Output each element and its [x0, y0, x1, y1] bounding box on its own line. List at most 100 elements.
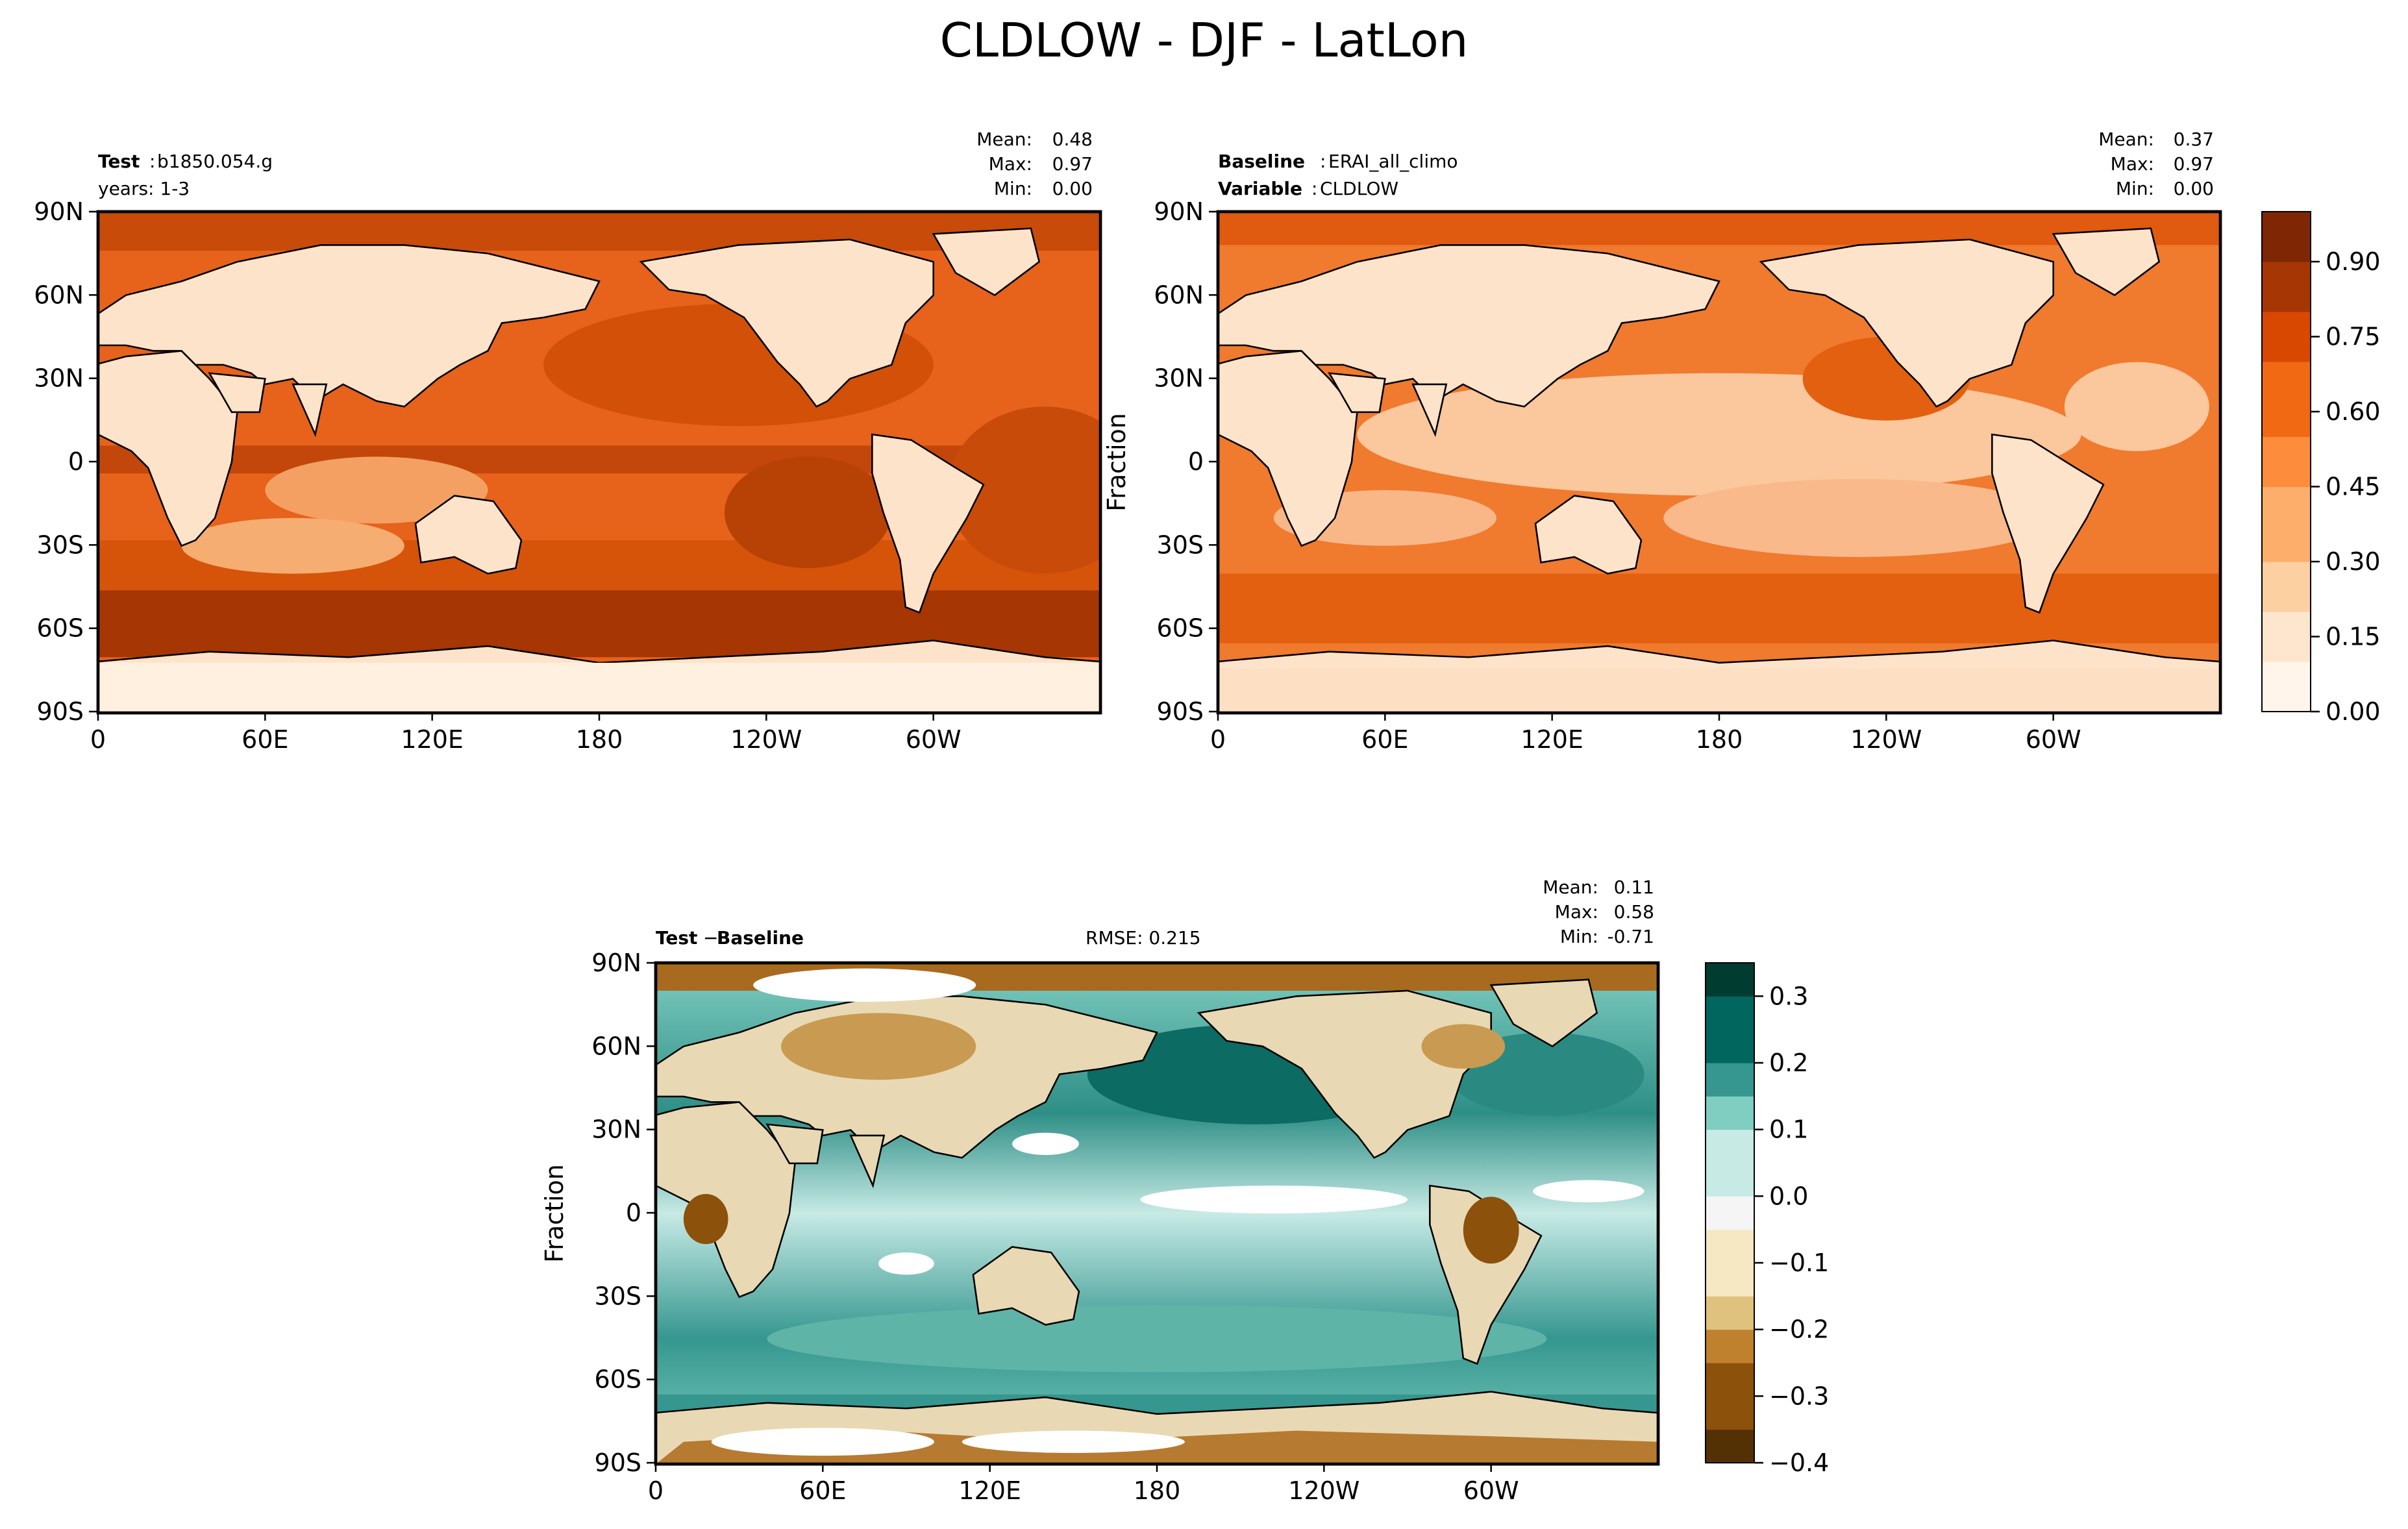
test-mean-value: 0.48 — [1052, 129, 1093, 150]
colorbar-block — [1706, 1196, 1754, 1230]
panel-test: Test : b1850.054.g years: 1-3 Mean: 0.48… — [34, 129, 1102, 754]
test-label-bold: Test — [98, 151, 140, 172]
lon-tick-label: 180 — [1134, 1476, 1181, 1505]
baseline-label-bold: Baseline — [1218, 151, 1305, 172]
colorbar-block — [1706, 1429, 1754, 1463]
colorbar-sequential: 0.00 0.15 0.30 0.45 0.60 0.75 0.90 — [2261, 211, 2381, 726]
test-max-label: Max: — [989, 153, 1032, 175]
lon-tick-label: 120W — [730, 725, 802, 754]
baseline-min-value: 0.00 — [2174, 178, 2214, 199]
test-max-value: 0.97 — [1052, 153, 1093, 175]
lon-tick-label: 60E — [1361, 725, 1408, 754]
colorbar-block — [2262, 586, 2311, 612]
figure-title: CLDLOW - DJF - LatLon — [939, 13, 1469, 68]
lat-tick-label: 90N — [34, 197, 84, 226]
test-min-value: 0.00 — [1052, 178, 1093, 199]
lon-tick-label: 120E — [401, 725, 464, 754]
colorbar-tick-label: 0.1 — [1769, 1115, 1808, 1144]
diff-max-label: Max: — [1555, 901, 1598, 923]
lon-tick-label: 60W — [2026, 725, 2081, 754]
diff-max-value: 0.58 — [1614, 901, 1654, 923]
colorbar-tick-label: 0.3 — [1769, 982, 1808, 1010]
colorbar-block — [2262, 462, 2311, 487]
diff-min-label: Min: — [1560, 926, 1598, 947]
colorbar-block — [2262, 386, 2311, 412]
lat-tick-label: 0 — [626, 1199, 641, 1227]
diff-label-op: − — [703, 927, 718, 949]
baseline-max-label: Max: — [2111, 153, 2154, 175]
colorbar-block — [1706, 1229, 1754, 1263]
lat-tick-label: 30N — [1154, 364, 1204, 393]
lat-tick-label: 30S — [595, 1282, 641, 1310]
baseline-ylabel: Fraction — [1102, 413, 1131, 512]
lat-tick-label: 90N — [1154, 197, 1204, 226]
colorbar-tick-label: 0.60 — [2326, 397, 2381, 426]
colorbar-block — [2262, 286, 2311, 312]
baseline-max-value: 0.97 — [2174, 153, 2214, 175]
test-label-sep: : — [149, 151, 155, 172]
colorbar-block — [2262, 612, 2311, 637]
lat-tick-label: 30N — [34, 364, 84, 393]
colorbar-tick-label: 0.90 — [2326, 247, 2381, 276]
colorbar-block — [2262, 412, 2311, 437]
colorbar-block — [1706, 1029, 1754, 1063]
colorbar-block — [2262, 662, 2311, 687]
colorbar-block — [1706, 1063, 1754, 1097]
lat-tick-label: 0 — [1188, 447, 1204, 476]
lat-tick-label: 30S — [37, 530, 84, 559]
colorbar-tick-label: 0.15 — [2326, 623, 2381, 651]
baseline-label-value: ERAI_all_climo — [1328, 151, 1458, 172]
lon-tick-label: 0 — [648, 1476, 664, 1505]
colorbar-tick-label: −0.1 — [1769, 1249, 1829, 1277]
lon-tick-label: 0 — [90, 725, 106, 754]
diff-ylabel: Fraction — [540, 1164, 569, 1263]
colorbar-tick-label: 0.2 — [1769, 1049, 1808, 1077]
colorbar-block — [1706, 1163, 1754, 1197]
colorbar-block — [2262, 636, 2311, 662]
lat-tick-label: 60N — [591, 1032, 641, 1060]
test-min-label: Min: — [994, 178, 1032, 199]
baseline-mean-label: Mean: — [2098, 129, 2154, 150]
lon-tick-label: 120W — [1850, 725, 1922, 754]
test-label-value: b1850.054.g — [157, 151, 273, 172]
colorbar-block — [2262, 536, 2311, 562]
lat-tick-label: 90S — [37, 697, 84, 726]
lon-tick-label: 60W — [1463, 1476, 1519, 1505]
lat-tick-label: 60N — [34, 280, 84, 309]
lat-tick-label: 90N — [591, 949, 641, 977]
colorbar-block — [1706, 1096, 1754, 1130]
colorbar-block — [1706, 1363, 1754, 1397]
colorbar-diverging: 0.3 0.2 0.1 0.0 −0.1 −0.2 −0.3 −0.4 — [1705, 962, 1829, 1477]
lon-tick-label: 180 — [576, 725, 623, 754]
baseline-min-label: Min: — [2116, 178, 2154, 199]
colorbar-tick-label: −0.4 — [1769, 1448, 1829, 1477]
baseline-mean-value: 0.37 — [2174, 129, 2214, 150]
colorbar-block — [2262, 262, 2311, 287]
diff-label-a: Test — [656, 927, 697, 949]
lat-tick-label: 60N — [1154, 280, 1204, 309]
lat-tick-label: 90S — [595, 1448, 641, 1477]
lat-tick-label: 60S — [1157, 614, 1204, 643]
diff-min-value: -0.71 — [1607, 926, 1654, 947]
lat-tick-label: 60S — [595, 1365, 641, 1394]
panel-baseline: Baseline : ERAI_all_climo Variable : CLD… — [1102, 129, 2222, 754]
colorbar-block — [1706, 996, 1754, 1030]
lat-tick-label: 30N — [591, 1115, 641, 1144]
lon-tick-label: 120E — [958, 1476, 1021, 1505]
lat-tick-label: 30S — [1157, 530, 1204, 559]
colorbar-block — [1706, 1329, 1754, 1363]
baseline-variable-value: CLDLOW — [1320, 178, 1398, 199]
lon-tick-label: 0 — [1210, 725, 1226, 754]
colorbar-block — [2262, 212, 2311, 237]
colorbar-tick-label: 0.75 — [2326, 323, 2381, 351]
lon-tick-label: 60W — [906, 725, 962, 754]
colorbar-block — [2262, 486, 2311, 512]
colorbar-tick-label: 0.45 — [2326, 473, 2381, 501]
colorbar-tick-label: 0.0 — [1769, 1182, 1808, 1210]
lat-tick-label: 0 — [68, 447, 84, 476]
baseline-label-sep: : — [1320, 151, 1326, 172]
colorbar-tick-label: 0.30 — [2326, 547, 2381, 576]
lon-tick-label: 120E — [1521, 725, 1583, 754]
colorbar-block — [2262, 236, 2311, 262]
